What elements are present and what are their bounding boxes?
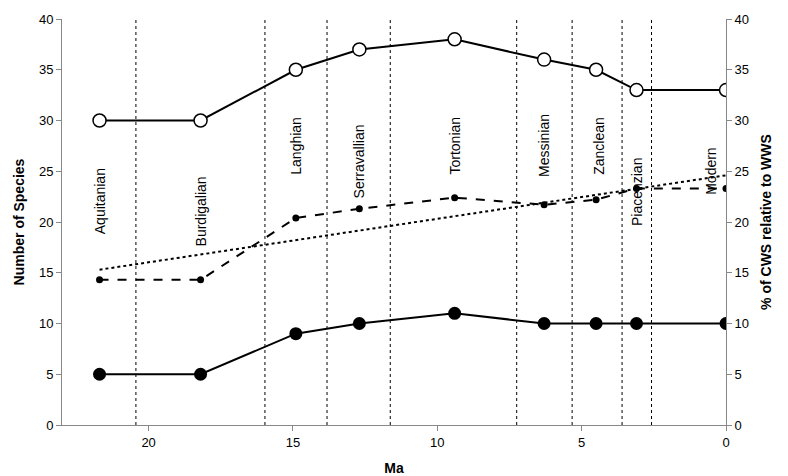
svg-text:35: 35 bbox=[39, 62, 53, 77]
svg-text:% of CWS relative to WWS: % of CWS relative to WWS bbox=[758, 134, 774, 310]
svg-text:40: 40 bbox=[735, 12, 749, 27]
svg-text:20: 20 bbox=[735, 215, 749, 230]
svg-text:Zanclean: Zanclean bbox=[591, 117, 607, 175]
svg-text:10: 10 bbox=[735, 316, 749, 331]
svg-text:Aquitanian: Aquitanian bbox=[92, 168, 108, 234]
svg-text:20: 20 bbox=[141, 435, 155, 450]
svg-text:15: 15 bbox=[286, 435, 300, 450]
svg-text:30: 30 bbox=[39, 113, 53, 128]
svg-text:5: 5 bbox=[46, 367, 53, 382]
svg-text:Number of Species: Number of Species bbox=[11, 158, 27, 285]
svg-text:10: 10 bbox=[430, 435, 444, 450]
svg-text:15: 15 bbox=[735, 265, 749, 280]
svg-text:Modern: Modern bbox=[703, 147, 719, 194]
svg-text:35: 35 bbox=[735, 62, 749, 77]
svg-text:Piacenzian: Piacenzian bbox=[629, 158, 645, 227]
svg-text:0: 0 bbox=[722, 435, 729, 450]
svg-text:Tortonian: Tortonian bbox=[447, 117, 463, 175]
svg-text:25: 25 bbox=[39, 164, 53, 179]
svg-text:5: 5 bbox=[578, 435, 585, 450]
svg-text:Langhian: Langhian bbox=[288, 117, 304, 175]
svg-text:Burdigalian: Burdigalian bbox=[193, 176, 209, 246]
svg-text:5: 5 bbox=[735, 367, 742, 382]
svg-text:Serravallian: Serravallian bbox=[351, 125, 367, 199]
svg-text:30: 30 bbox=[735, 113, 749, 128]
svg-text:10: 10 bbox=[39, 316, 53, 331]
svg-text:15: 15 bbox=[39, 265, 53, 280]
svg-text:25: 25 bbox=[735, 164, 749, 179]
svg-text:0: 0 bbox=[735, 418, 742, 433]
svg-text:0: 0 bbox=[46, 418, 53, 433]
svg-text:Messinian: Messinian bbox=[536, 114, 552, 177]
svg-text:40: 40 bbox=[39, 12, 53, 27]
svg-text:Ma: Ma bbox=[384, 460, 404, 476]
svg-text:20: 20 bbox=[39, 215, 53, 230]
